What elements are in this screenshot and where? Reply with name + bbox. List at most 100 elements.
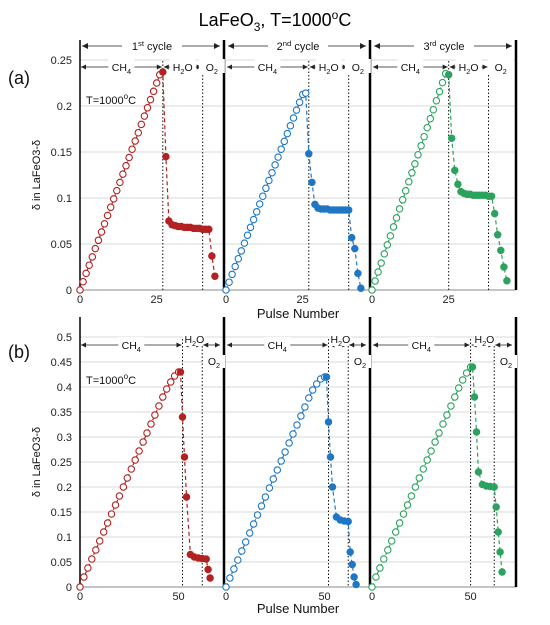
data-point-open xyxy=(273,466,282,474)
data-point-open xyxy=(408,169,416,177)
data-point-open xyxy=(432,96,441,105)
data-point-open xyxy=(398,196,407,204)
data-point-filled xyxy=(324,418,333,426)
data-point-filled xyxy=(206,574,214,582)
x-tick-label: 0 xyxy=(77,591,83,603)
y-tick-label: 0.15 xyxy=(51,507,72,519)
data-point-open xyxy=(407,492,416,500)
data-point-open xyxy=(79,277,87,286)
data-point-open xyxy=(283,129,292,138)
data-point-open xyxy=(454,384,463,392)
data-point-open xyxy=(435,87,444,96)
phase-label: H2O xyxy=(474,334,494,348)
data-point-open xyxy=(391,528,400,536)
data-point-filled xyxy=(492,503,500,511)
data-point-filled xyxy=(326,453,335,461)
data-point-filled xyxy=(204,565,212,574)
data-point-open xyxy=(159,393,167,401)
data-point-open xyxy=(415,474,424,482)
phase-label: H2O xyxy=(173,62,193,76)
phase-label-bg xyxy=(349,355,371,368)
cycle-arrowhead-right xyxy=(360,43,366,49)
panel-label: (b) xyxy=(8,342,30,362)
data-point-open xyxy=(252,208,261,216)
data-point-open xyxy=(280,137,289,146)
data-point-open xyxy=(423,123,431,132)
data-point-open xyxy=(426,114,435,123)
data-point-open xyxy=(127,465,136,473)
cycle-arrowhead-left xyxy=(374,43,380,49)
x-tick-label: 0 xyxy=(369,294,375,306)
panel-b: 0 0.05 0.1 0.15 0.2 0.25 0.3 0.35 0.4 0.45 0.5 (b) δ… xyxy=(8,317,518,616)
x-tick-label: 50 xyxy=(464,591,476,603)
data-point-open xyxy=(116,178,124,187)
data-point-open xyxy=(376,564,384,572)
cycle-3: 0 50 CH4 H2O O2 xyxy=(368,317,518,603)
series-line xyxy=(225,376,357,588)
data-point-open xyxy=(405,178,413,186)
data-point-open xyxy=(403,501,412,509)
data-point-open xyxy=(255,200,264,208)
phase-label-bg xyxy=(495,355,517,368)
cycle-label-bg xyxy=(122,37,182,53)
x-tick-label: 50 xyxy=(318,591,330,603)
data-point-open xyxy=(230,565,238,573)
data-point-open xyxy=(111,501,120,509)
data-point-open xyxy=(226,574,234,582)
phase-arrowhead-right xyxy=(442,64,448,70)
phase-label-bg xyxy=(487,59,514,73)
y-tick-label: 0 xyxy=(66,285,72,297)
data-point-open xyxy=(417,141,425,150)
data-point-open xyxy=(401,187,410,195)
phase-label: O2 xyxy=(208,356,220,370)
data-point-filled xyxy=(357,284,365,292)
y-tick-label: 0.45 xyxy=(51,357,72,369)
data-point-open xyxy=(125,153,133,162)
data-point-filled xyxy=(352,580,360,589)
data-point-open xyxy=(293,421,301,429)
figure-title-sup: o xyxy=(332,8,339,22)
data-point-open xyxy=(462,369,471,377)
data-point-filled xyxy=(444,70,453,79)
y-tick-label: 0.2 xyxy=(57,101,72,113)
data-point-open xyxy=(399,510,408,518)
data-point-open xyxy=(374,268,382,276)
phase-arrowhead-right xyxy=(215,342,220,348)
cycle-1: 0 50 CH4 H2O O2 xyxy=(76,317,226,603)
phase-arrowhead-left xyxy=(203,342,209,348)
data-point-filled xyxy=(490,483,498,491)
phase-label: CH4 xyxy=(112,62,131,76)
phase-label-bg xyxy=(315,59,342,73)
cycle-label: 2nd cycle xyxy=(277,39,320,53)
cycle-arrowhead-right xyxy=(506,43,512,49)
data-point-open xyxy=(295,98,304,107)
y-tick-label: 0.1 xyxy=(57,193,72,205)
data-point-filled xyxy=(176,368,185,376)
y-tick-label: 0.15 xyxy=(51,147,72,159)
data-point-open xyxy=(438,78,447,87)
data-point-open xyxy=(155,402,163,410)
y-tick-label: 0.25 xyxy=(51,457,72,469)
data-point-open xyxy=(76,583,84,591)
data-point-open xyxy=(286,122,295,130)
data-point-open xyxy=(103,211,112,220)
data-point-filled xyxy=(180,453,189,461)
data-point-open xyxy=(237,247,246,255)
phase-arrowhead-right xyxy=(302,64,308,70)
data-point-open xyxy=(289,430,297,438)
data-point-open xyxy=(268,168,276,177)
y-tick-label: 0.4 xyxy=(57,382,72,394)
phase-arrowhead-left xyxy=(449,64,455,70)
phase-arrowhead-right xyxy=(507,342,512,348)
data-point-filled xyxy=(308,178,316,187)
data-point-filled xyxy=(500,263,508,271)
phase-label-bg xyxy=(118,337,145,351)
phase-label-bg xyxy=(198,59,225,73)
data-point-open xyxy=(257,502,266,510)
phase-label-bg xyxy=(108,59,135,73)
data-point-open xyxy=(447,402,455,410)
data-point-open xyxy=(103,519,112,527)
data-point-open xyxy=(162,385,171,393)
